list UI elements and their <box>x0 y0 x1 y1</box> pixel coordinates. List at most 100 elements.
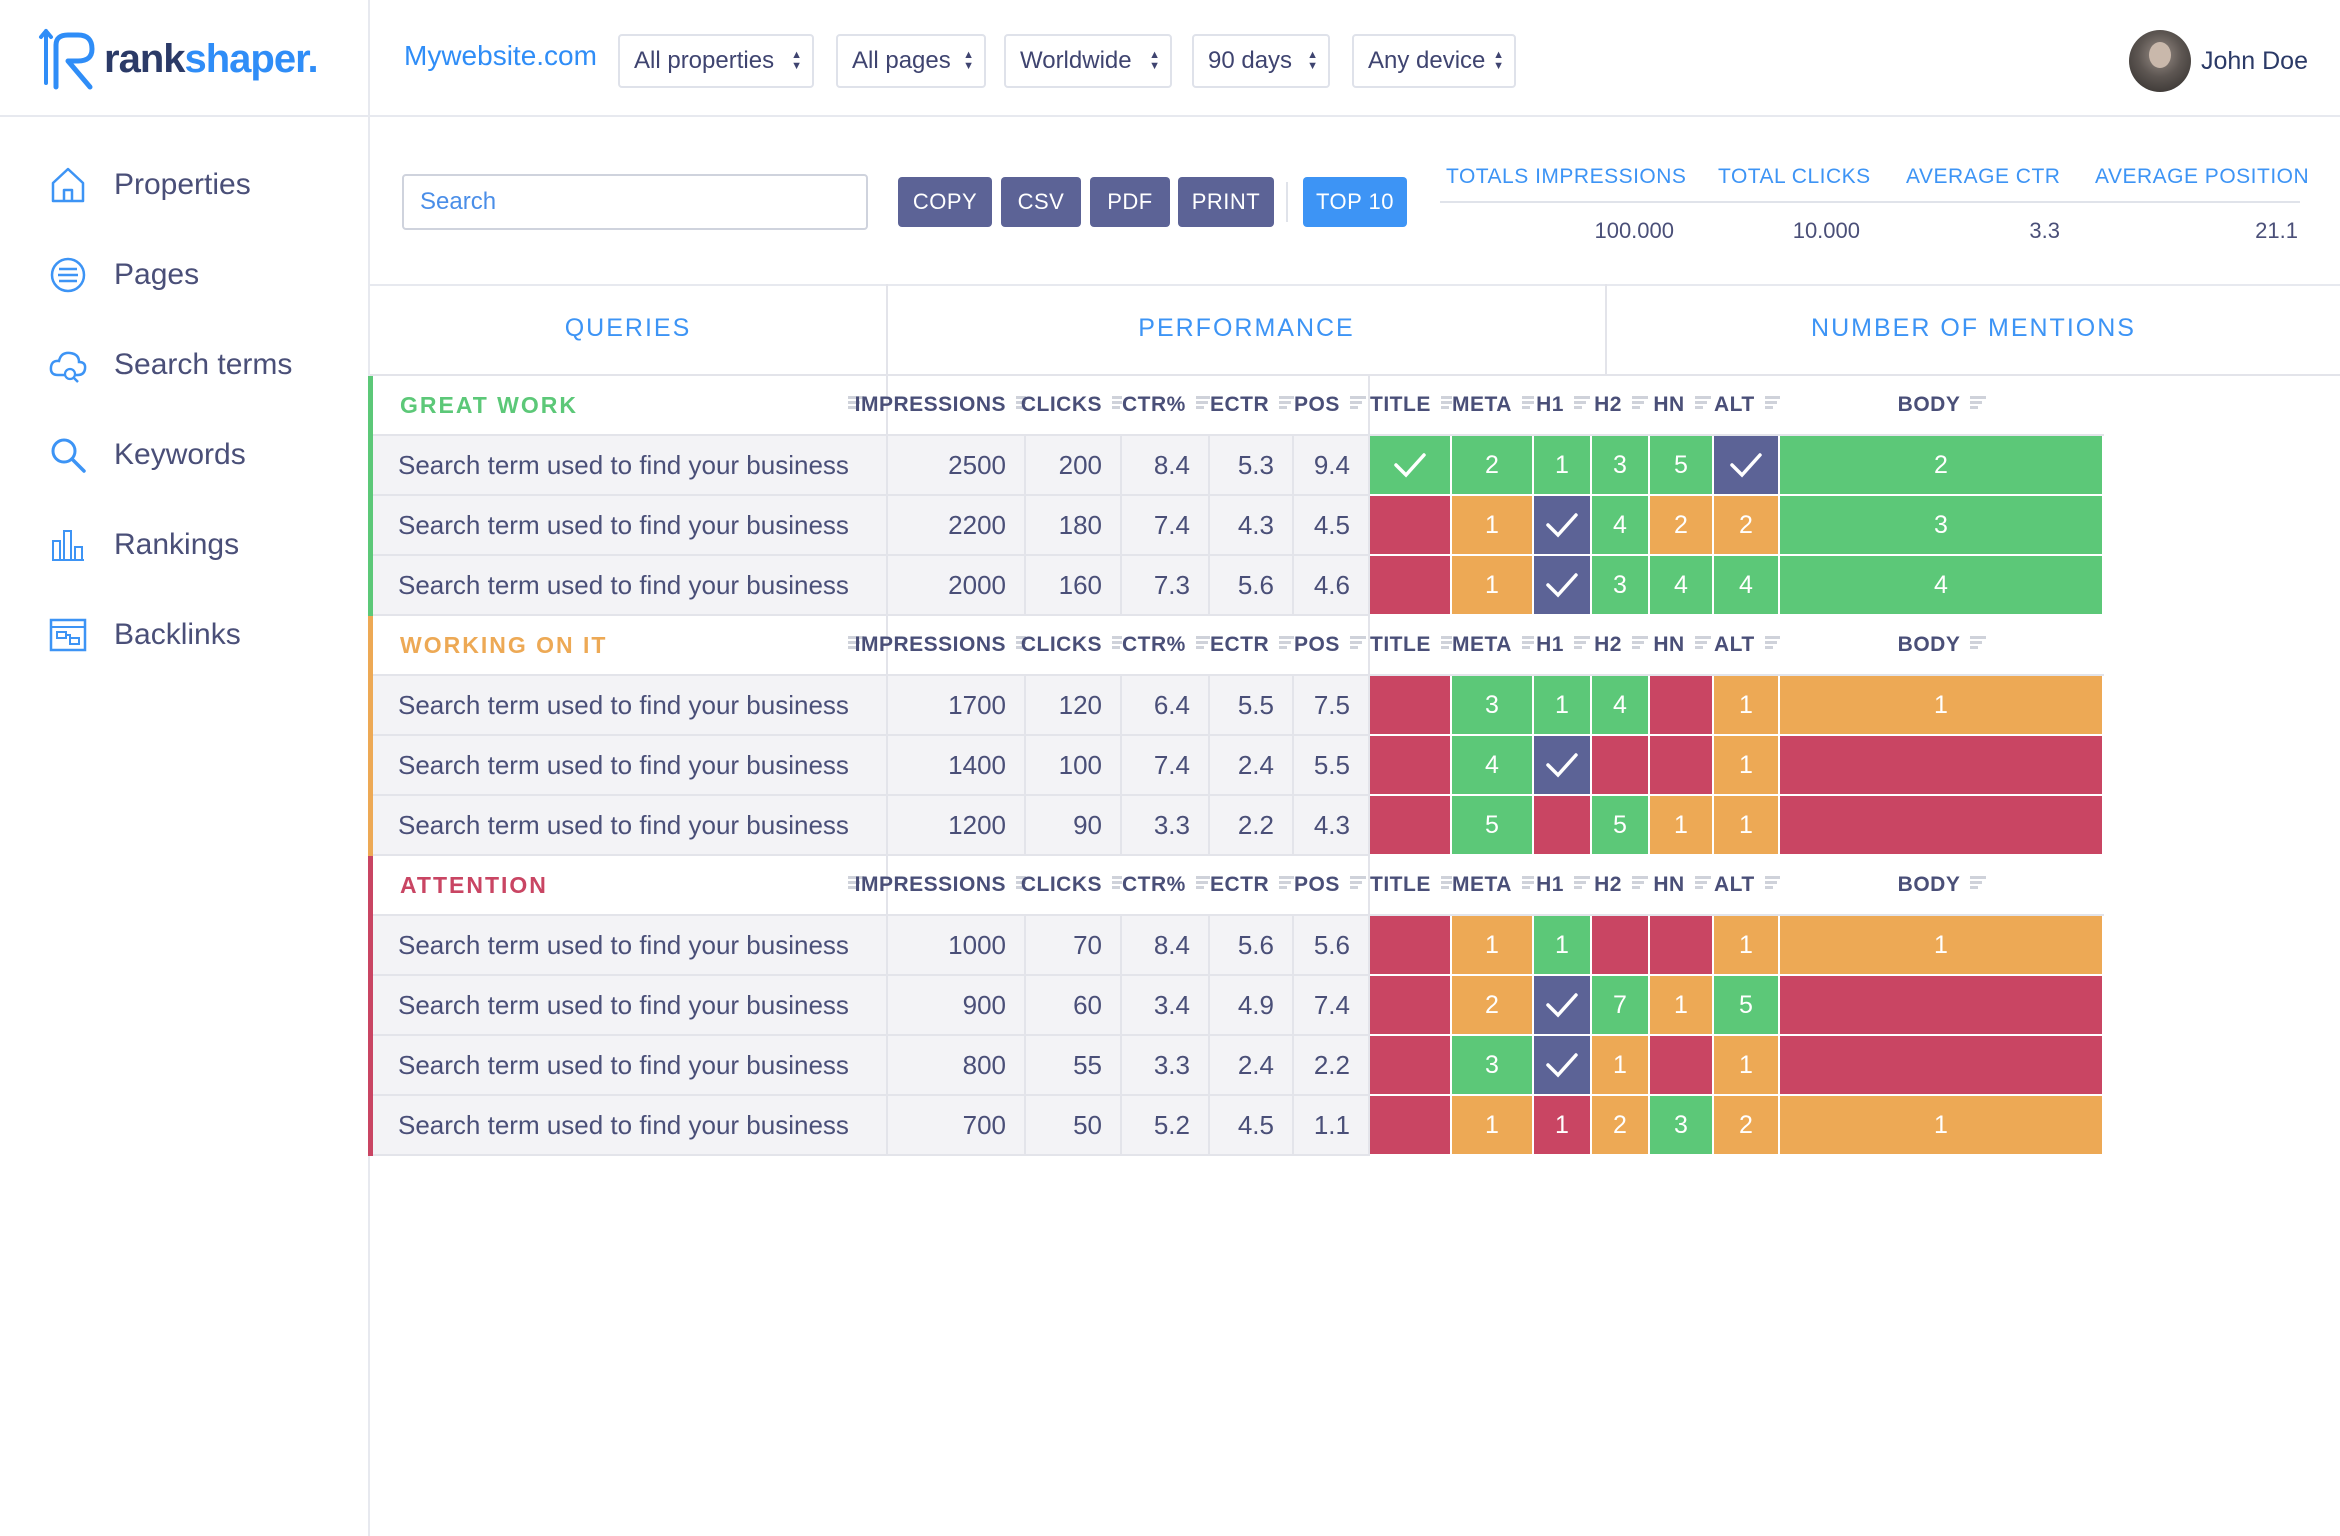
table-row[interactable]: Search term used to find your business 70… <box>370 1096 2340 1156</box>
column-header-meta[interactable]: META <box>1452 376 1538 436</box>
column-header-clicks[interactable]: CLICKS <box>1021 856 1128 916</box>
column-header-pos[interactable]: POS <box>1294 376 1370 436</box>
table-row[interactable]: Search term used to find your business 17… <box>370 676 2340 736</box>
sidebar-item-properties[interactable]: Properties <box>0 140 368 230</box>
table-row[interactable]: Search term used to find your business 25… <box>370 436 2340 496</box>
column-header-pos[interactable]: POS <box>1294 856 1370 916</box>
sort-icon[interactable] <box>1349 876 1366 894</box>
column-header-impressions[interactable]: IMPRESSIONS <box>855 376 1032 436</box>
column-header-ectr[interactable]: ECTR <box>1210 616 1296 676</box>
column-header-h1[interactable]: H1 <box>1534 616 1592 676</box>
filter-device[interactable]: Any device ▲ ▼ <box>1352 34 1516 88</box>
sort-icon[interactable] <box>1195 636 1212 654</box>
column-header-h1[interactable]: H1 <box>1534 376 1592 436</box>
sort-icon[interactable] <box>1764 636 1781 654</box>
filter-location[interactable]: Worldwide ▲ ▼ <box>1004 34 1172 88</box>
column-header-h2[interactable]: H2 <box>1592 376 1650 436</box>
table-row[interactable]: Search term used to find your business 12… <box>370 796 2340 856</box>
column-header-ctr[interactable]: CTR% <box>1122 376 1212 436</box>
column-header-clicks[interactable]: CLICKS <box>1021 376 1128 436</box>
sort-icon[interactable] <box>1631 636 1648 654</box>
column-header-clicks[interactable]: CLICKS <box>1021 616 1128 676</box>
column-header-hn[interactable]: HN <box>1650 616 1714 676</box>
print-button[interactable]: PRINT <box>1178 177 1274 227</box>
column-header-body[interactable]: BODY <box>1780 616 2104 676</box>
sort-icon[interactable] <box>1764 396 1781 414</box>
metric-impressions: 700 <box>888 1096 1026 1156</box>
column-header-title[interactable]: TITLE <box>1370 616 1457 676</box>
sort-icon[interactable] <box>848 396 864 414</box>
filter-pages[interactable]: All pages ▲ ▼ <box>836 34 986 88</box>
pdf-button[interactable]: PDF <box>1090 177 1170 227</box>
copy-button[interactable]: COPY <box>898 177 992 227</box>
column-header-pos[interactable]: POS <box>1294 616 1370 676</box>
sort-icon[interactable] <box>1573 636 1590 654</box>
column-header-title[interactable]: TITLE <box>1370 376 1457 436</box>
column-header-ectr[interactable]: ECTR <box>1210 856 1296 916</box>
column-header-impressions[interactable]: IMPRESSIONS <box>855 856 1032 916</box>
column-header-ctr[interactable]: CTR% <box>1122 616 1212 676</box>
column-header-hn[interactable]: HN <box>1650 376 1714 436</box>
sort-icon[interactable] <box>1279 876 1296 894</box>
table-row[interactable]: Search term used to find your business 10… <box>370 916 2340 976</box>
search-input[interactable] <box>402 174 868 230</box>
sort-icon[interactable] <box>1349 636 1366 654</box>
sort-icon[interactable] <box>1573 396 1590 414</box>
table-row[interactable]: Search term used to find your business 14… <box>370 736 2340 796</box>
column-header-ectr[interactable]: ECTR <box>1210 376 1296 436</box>
sort-icon[interactable] <box>1279 396 1296 414</box>
column-header-meta[interactable]: META <box>1452 616 1538 676</box>
table-row[interactable]: Search term used to find your business 20… <box>370 556 2340 616</box>
csv-button[interactable]: CSV <box>1001 177 1081 227</box>
sort-icon[interactable] <box>1195 396 1212 414</box>
column-header-body[interactable]: BODY <box>1780 856 2104 916</box>
column-header-hn[interactable]: HN <box>1650 856 1714 916</box>
filter-properties[interactable]: All properties ▲ ▼ <box>618 34 814 88</box>
sort-icon[interactable] <box>1279 636 1296 654</box>
sort-icon[interactable] <box>1694 396 1711 414</box>
sort-icon[interactable] <box>848 636 864 654</box>
sidebar-item-keywords[interactable]: Keywords <box>0 410 368 500</box>
site-link[interactable]: Mywebsite.com <box>404 40 597 71</box>
sort-icon[interactable] <box>1440 636 1457 654</box>
sidebar-item-search-terms[interactable]: Search terms <box>0 320 368 410</box>
column-header-meta[interactable]: META <box>1452 856 1538 916</box>
sidebar-item-backlinks[interactable]: Backlinks <box>0 590 368 680</box>
column-header-body[interactable]: BODY <box>1780 376 2104 436</box>
user-menu[interactable]: John Doe <box>2128 30 2308 92</box>
top-10-button[interactable]: TOP 10 <box>1303 177 1407 227</box>
table-row[interactable]: Search term used to find your business 80… <box>370 1036 2340 1096</box>
column-header-alt[interactable]: ALT <box>1714 856 1781 916</box>
sort-icon[interactable] <box>1440 396 1457 414</box>
filter-period[interactable]: 90 days ▲ ▼ <box>1192 34 1330 88</box>
sort-icon[interactable] <box>1521 396 1538 414</box>
sort-icon[interactable] <box>848 876 864 894</box>
sort-icon[interactable] <box>1970 636 1987 654</box>
sort-icon[interactable] <box>1573 876 1590 894</box>
sort-icon[interactable] <box>1764 876 1781 894</box>
sort-icon[interactable] <box>1631 876 1648 894</box>
sort-icon[interactable] <box>1970 876 1987 894</box>
sort-icon[interactable] <box>1521 636 1538 654</box>
sort-icon[interactable] <box>1440 876 1457 894</box>
column-header-h2[interactable]: H2 <box>1592 616 1650 676</box>
sidebar-item-rankings[interactable]: Rankings <box>0 500 368 590</box>
column-header-h2[interactable]: H2 <box>1592 856 1650 916</box>
column-header-impressions[interactable]: IMPRESSIONS <box>855 616 1032 676</box>
logo[interactable]: rankshaper. <box>38 24 319 94</box>
table-row[interactable]: Search term used to find your business 90… <box>370 976 2340 1036</box>
sort-icon[interactable] <box>1521 876 1538 894</box>
table-row[interactable]: Search term used to find your business 22… <box>370 496 2340 556</box>
column-header-alt[interactable]: ALT <box>1714 616 1781 676</box>
sort-icon[interactable] <box>1631 396 1648 414</box>
sort-icon[interactable] <box>1694 636 1711 654</box>
column-header-title[interactable]: TITLE <box>1370 856 1457 916</box>
sort-icon[interactable] <box>1694 876 1711 894</box>
sort-icon[interactable] <box>1349 396 1366 414</box>
sort-icon[interactable] <box>1970 396 1987 414</box>
column-header-alt[interactable]: ALT <box>1714 376 1781 436</box>
sidebar-item-pages[interactable]: Pages <box>0 230 368 320</box>
sort-icon[interactable] <box>1195 876 1212 894</box>
column-header-ctr[interactable]: CTR% <box>1122 856 1212 916</box>
column-header-h1[interactable]: H1 <box>1534 856 1592 916</box>
